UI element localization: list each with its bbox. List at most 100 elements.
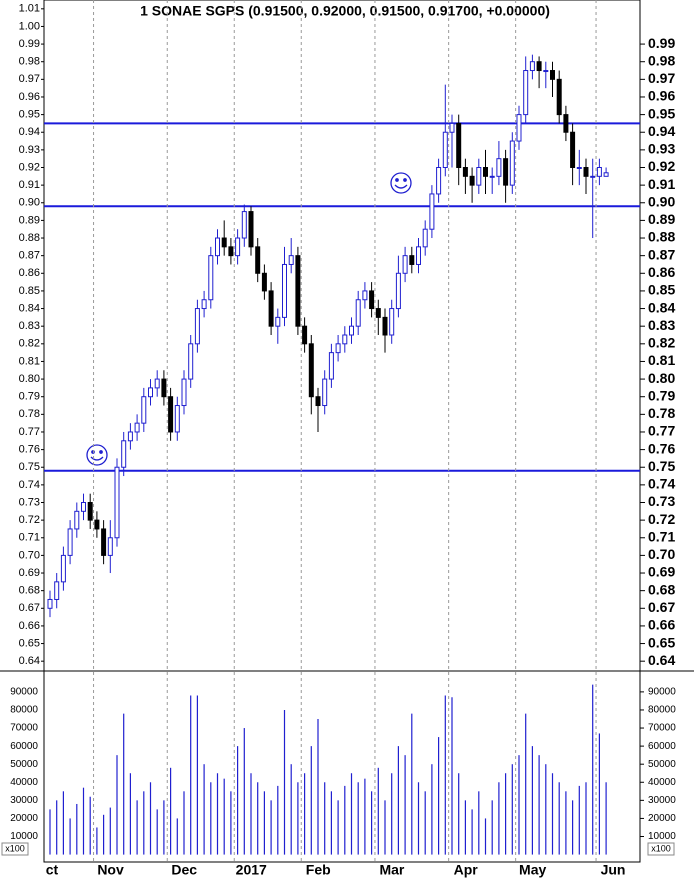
candle-body (148, 387, 153, 398)
y-tick-label: 0.96 (19, 91, 40, 103)
candle-body (389, 308, 395, 336)
y-tick-label: 0.87 (19, 250, 40, 262)
candle-body (469, 175, 475, 186)
candle-body (288, 255, 294, 265)
y2-tick-label: 0.90 (648, 193, 675, 209)
candle-body (603, 172, 609, 177)
y-tick-label: 0.97 (19, 73, 40, 85)
y-tick-label: 0.86 (19, 267, 40, 279)
y-tick-label: 0.68 (19, 585, 40, 597)
candle-body (369, 290, 375, 310)
y2-tick-label: 0.86 (648, 264, 675, 280)
y2-tick-label: 0.81 (648, 352, 675, 368)
candle-body (127, 431, 133, 442)
candle-body (114, 466, 120, 539)
volume-unit: x100 (651, 843, 671, 853)
y-tick-label: 0.99 (19, 38, 40, 50)
y-tick-label: 0.81 (19, 355, 40, 367)
y2-tick-label: 90000 (648, 687, 676, 698)
x-tick-label: ct (46, 862, 59, 878)
candle-body (154, 378, 160, 389)
y-tick-label: 80000 (10, 705, 38, 716)
candle-body (583, 167, 589, 177)
candle-body (134, 422, 140, 433)
candle-body (181, 378, 187, 407)
y2-tick-label: 0.95 (648, 105, 675, 121)
candle-body (94, 519, 100, 530)
candle-body (208, 255, 214, 301)
y-tick-label: 0.76 (19, 444, 40, 456)
y2-tick-label: 0.69 (648, 564, 675, 580)
y-tick-label: 0.92 (19, 161, 40, 173)
y-tick-label: 90000 (10, 687, 38, 698)
y2-tick-label: 0.94 (648, 123, 675, 139)
y-tick-label: 0.75 (19, 461, 40, 473)
candle-body (322, 378, 328, 407)
y2-tick-label: 30000 (648, 795, 676, 806)
candle-body (442, 131, 448, 169)
x-tick-label: 2017 (236, 862, 267, 878)
candle-body (529, 61, 535, 72)
candle-body (476, 167, 482, 186)
y2-tick-label: 0.88 (648, 229, 675, 245)
y2-tick-label: 0.98 (648, 52, 675, 68)
candle-body (496, 158, 502, 177)
y-tick-label: 0.77 (19, 426, 40, 438)
y2-tick-label: 0.76 (648, 440, 675, 456)
candle-body (121, 440, 127, 468)
candle-body (402, 255, 408, 274)
y-tick-label: 0.91 (19, 179, 40, 191)
candle-body (107, 537, 113, 556)
candle-body (563, 114, 569, 133)
smiley (390, 172, 412, 194)
candle-body (449, 122, 455, 133)
volume-unit: x100 (5, 843, 25, 853)
y2-tick-label: 40000 (648, 777, 676, 788)
candle-body (543, 70, 549, 73)
candle-body (141, 396, 147, 424)
y-tick-label: 0.88 (19, 232, 40, 244)
candle-body (516, 114, 522, 142)
y-tick-label: 20000 (10, 813, 38, 824)
candle-body (536, 61, 542, 72)
y2-tick-label: 0.84 (648, 299, 675, 315)
candle-body (523, 70, 529, 116)
x-tick-label: Jun (601, 862, 626, 878)
candle-body (422, 228, 428, 248)
y-tick-label: 0.95 (19, 109, 40, 121)
candle-body (161, 378, 167, 398)
y-tick-label: 1.00 (19, 20, 40, 32)
candle-body (295, 255, 301, 327)
candle-body (174, 405, 180, 433)
y-tick-label: 0.80 (19, 373, 40, 385)
candle-body (335, 343, 341, 354)
y-tick-label: 0.82 (19, 338, 40, 350)
y-tick-label: 0.78 (19, 408, 40, 420)
y-tick-label: 0.94 (19, 126, 40, 138)
candle-body (436, 167, 442, 195)
x-tick-label: Mar (379, 862, 404, 878)
y2-tick-label: 0.78 (648, 405, 675, 421)
candle-body (268, 290, 274, 327)
y2-tick-label: 0.65 (648, 634, 675, 650)
y-tick-label: 0.79 (19, 391, 40, 403)
y-tick-label: 50000 (10, 759, 38, 770)
candle-body (375, 308, 381, 318)
candle-body (355, 299, 361, 327)
x-tick-label: Dec (171, 862, 197, 878)
y2-tick-label: 0.85 (648, 282, 675, 298)
candle-body (483, 167, 488, 177)
y2-tick-label: 70000 (648, 723, 676, 734)
y2-tick-label: 20000 (648, 813, 676, 824)
y-tick-label: 0.66 (19, 620, 40, 632)
y-tick-label: 1.01 (19, 3, 40, 15)
candle-body (503, 158, 509, 186)
y-tick-label: 0.65 (19, 637, 40, 649)
y2-tick-label: 0.72 (648, 511, 675, 527)
candle-body (596, 167, 602, 177)
candle-body (456, 122, 462, 168)
y-tick-label: 30000 (10, 795, 38, 806)
y2-tick-label: 0.64 (648, 652, 675, 668)
candle-body (328, 352, 334, 380)
y-tick-label: 40000 (10, 777, 38, 788)
